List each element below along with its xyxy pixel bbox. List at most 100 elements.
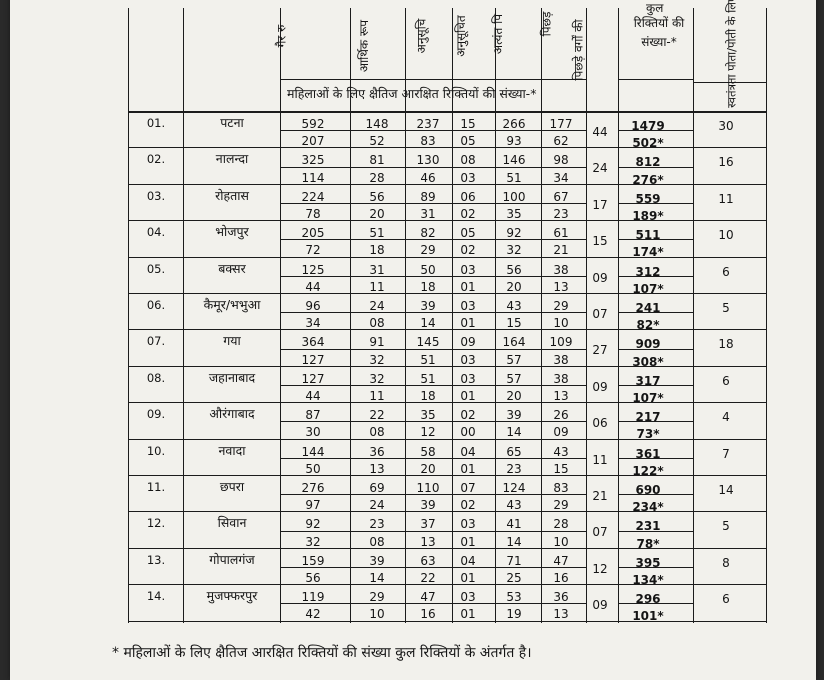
serial-number: 02. xyxy=(146,152,166,167)
table-cell: 35 xyxy=(506,207,522,221)
table-cell: 109 xyxy=(549,335,573,350)
half-row-line xyxy=(618,603,693,605)
serial-number: 03. xyxy=(146,188,166,203)
table-cell: 98 xyxy=(553,153,569,168)
table-cell: 125 xyxy=(301,262,325,277)
table-cell: 57 xyxy=(506,371,522,386)
total-cell: 1479 xyxy=(631,119,665,133)
table-cell: 10 xyxy=(553,316,569,331)
half-row-line xyxy=(280,275,586,277)
serial-number: 08. xyxy=(146,370,166,385)
table-cell: 266 xyxy=(502,117,526,131)
table-cell: 224 xyxy=(301,189,325,204)
table-cell: 20 xyxy=(420,461,436,476)
total-cell: 812 xyxy=(635,155,661,170)
district-name: नवादा xyxy=(218,442,246,458)
table-cell: 01 xyxy=(460,316,476,331)
table-cell: 11 xyxy=(369,279,385,294)
table-cell: 43 xyxy=(506,299,522,313)
table-cell: 61 xyxy=(553,226,569,241)
table-cell: 21 xyxy=(553,243,569,258)
header-line xyxy=(618,79,693,80)
column-line xyxy=(586,8,587,623)
table-cell: 14 xyxy=(369,571,385,585)
table-cell: 24 xyxy=(369,498,385,513)
table-cell: 56 xyxy=(506,262,522,277)
row-line xyxy=(128,147,280,149)
row-line xyxy=(128,547,766,549)
half-row-line xyxy=(280,385,586,386)
table-cell: 01 xyxy=(460,607,476,622)
serial-number: 04. xyxy=(146,225,166,240)
total-women-cell: 502* xyxy=(632,136,664,151)
half-row-line xyxy=(618,239,693,241)
table-cell: 18 xyxy=(420,389,436,403)
header-bc: पिछड़ xyxy=(539,11,554,37)
table-cell: 237 xyxy=(416,117,440,131)
table-cell: 13 xyxy=(553,279,569,294)
table-cell: 01 xyxy=(460,571,476,585)
table-cell: 15 xyxy=(460,117,476,131)
district-name: औरंगाबाद xyxy=(209,406,255,422)
table-cell: 01 xyxy=(460,461,476,476)
freedom-fighter-cell: 30 xyxy=(718,119,734,133)
table-cell: 39 xyxy=(369,553,385,568)
table-cell: 159 xyxy=(301,553,325,568)
row-line xyxy=(128,438,766,440)
row-line xyxy=(128,584,280,586)
header-ews: आर्थिक रूप xyxy=(357,19,372,73)
serial-number: 07. xyxy=(146,334,166,349)
table-cell: 89 xyxy=(420,189,436,204)
table-cell: 592 xyxy=(301,117,325,131)
table-cell: 23 xyxy=(369,517,385,532)
table-cell: 100 xyxy=(502,189,526,204)
table-cell: 65 xyxy=(506,444,522,459)
table-cell: 03 xyxy=(460,170,476,185)
bc-women-cell: 12 xyxy=(592,561,608,576)
table-cell: 01 xyxy=(460,534,476,549)
table-cell: 63 xyxy=(420,553,436,568)
freedom-fighter-cell: 11 xyxy=(718,191,734,206)
row-line xyxy=(128,547,280,549)
table-cell: 10 xyxy=(553,534,569,549)
freedom-fighter-cell: 16 xyxy=(718,155,734,170)
row-line xyxy=(128,220,766,222)
table-cell: 02 xyxy=(460,498,476,513)
bc-women-cell: 09 xyxy=(592,379,608,394)
row-line xyxy=(128,584,766,586)
freedom-fighter-cell: 6 xyxy=(722,592,730,607)
table-cell: 39 xyxy=(420,299,436,313)
table-cell: 47 xyxy=(553,553,569,568)
freedom-fighter-cell: 14 xyxy=(718,483,734,497)
half-row-line xyxy=(280,567,586,568)
table-cell: 43 xyxy=(506,498,522,513)
table-cell: 31 xyxy=(420,207,436,221)
table-cell: 51 xyxy=(506,170,522,185)
table-cell: 14 xyxy=(420,316,436,331)
table-cell: 46 xyxy=(420,170,436,185)
table-cell: 57 xyxy=(506,352,522,367)
half-row-line xyxy=(618,567,693,568)
total-cell: 217 xyxy=(635,410,661,425)
table-cell: 91 xyxy=(369,335,385,350)
table-cell: 29 xyxy=(553,498,569,513)
total-women-cell: 82* xyxy=(636,318,660,333)
table-cell: 205 xyxy=(301,226,325,241)
half-row-line xyxy=(618,457,693,459)
table-cell: 13 xyxy=(553,389,569,403)
freedom-fighter-cell: 4 xyxy=(722,410,730,425)
column-line xyxy=(766,8,767,623)
table-cell: 148 xyxy=(365,117,389,131)
table-cell: 25 xyxy=(506,571,522,585)
total-women-cell: 189* xyxy=(632,209,664,223)
table-cell: 23 xyxy=(506,461,522,476)
table-cell: 13 xyxy=(369,461,385,476)
table-cell: 30 xyxy=(305,425,321,440)
total-women-cell: 174* xyxy=(632,245,664,260)
total-women-cell: 101* xyxy=(632,609,664,624)
half-row-line xyxy=(280,166,586,168)
bc-women-cell: 09 xyxy=(592,270,608,285)
freedom-fighter-cell: 5 xyxy=(722,519,730,534)
total-cell: 317 xyxy=(635,373,661,388)
table-cell: 39 xyxy=(506,408,522,423)
